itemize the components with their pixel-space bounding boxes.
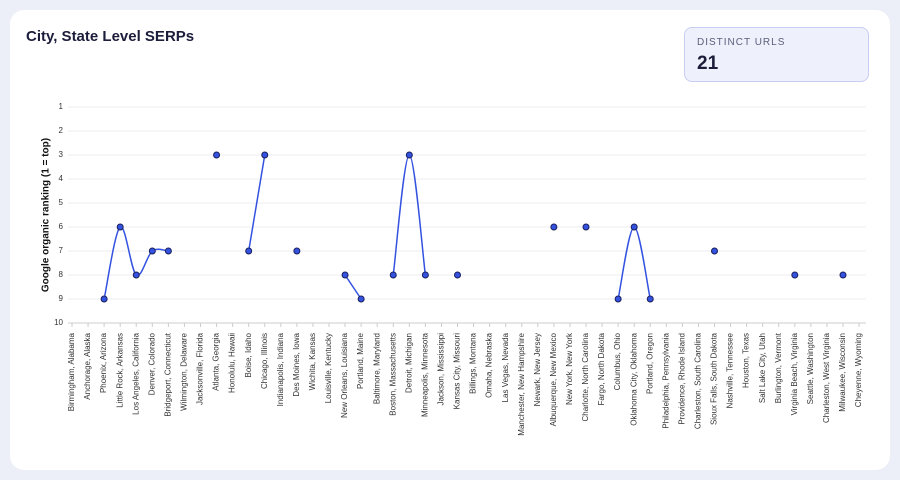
x-tick-label: Indianapolis, Indiana bbox=[276, 332, 285, 406]
x-tick-label: Los Angeles, California bbox=[131, 332, 140, 414]
data-point bbox=[454, 271, 461, 279]
x-tick-label: Chicago, Illinois bbox=[260, 333, 269, 389]
y-tick-label: 7 bbox=[59, 246, 64, 255]
x-tick-label: Charlotte, North Carolina bbox=[581, 332, 590, 421]
x-tick-label: Salt Lake City, Utah bbox=[758, 333, 767, 403]
x-tick-label: New York, New York bbox=[565, 332, 574, 405]
x-tick-label: Portland, Maine bbox=[356, 332, 365, 389]
data-point bbox=[630, 223, 638, 231]
data-point bbox=[791, 271, 799, 279]
x-tick-label: Charleston, South Carolina bbox=[694, 332, 703, 429]
y-tick-label: 9 bbox=[59, 294, 64, 303]
y-tick-label: 1 bbox=[59, 102, 64, 111]
y-axis-label: Google organic ranking (1 = top) bbox=[41, 138, 52, 292]
y-tick-label: 10 bbox=[54, 318, 63, 327]
x-tick-label: Jackson, Mississippi bbox=[437, 333, 446, 406]
y-tick-label: 2 bbox=[59, 126, 64, 135]
x-tick-label: Burlington, Vermont bbox=[774, 332, 783, 403]
x-tick-label: Virginia Beach, Virginia bbox=[790, 332, 799, 415]
x-tick-label: Philadelphia, Pennsylvania bbox=[661, 332, 670, 428]
data-point bbox=[116, 223, 124, 231]
x-tick-label: Fargo, North Dakota bbox=[597, 332, 606, 405]
chart-title: City, State Level SERPs bbox=[26, 28, 195, 45]
data-point bbox=[293, 247, 301, 255]
x-tick-label: Kansas City, Missouri bbox=[453, 333, 462, 410]
data-point bbox=[132, 271, 140, 279]
x-tick-label: Boston, Massachusetts bbox=[388, 333, 397, 416]
kpi-card: DISTINCT URLS 21 bbox=[684, 27, 869, 82]
x-tick-label: Houston, Texas bbox=[742, 333, 751, 388]
x-tick-label: Wichita, Kansas bbox=[308, 333, 317, 390]
data-point bbox=[582, 223, 590, 231]
x-tick-label: Seattle, Washington bbox=[806, 333, 815, 404]
x-tick-label: Bridgeport, Connecticut bbox=[163, 332, 172, 416]
x-tick-label: Jacksonville, Florida bbox=[196, 332, 205, 405]
data-point bbox=[421, 271, 429, 279]
x-tick-label: Phoenix, Arizona bbox=[99, 332, 108, 393]
data-point bbox=[839, 271, 847, 279]
y-tick-label: 5 bbox=[59, 198, 64, 207]
data-point bbox=[261, 151, 269, 159]
kpi-label: DISTINCT URLS bbox=[697, 37, 786, 48]
x-tick-label: Wilmington, Delaware bbox=[180, 332, 189, 410]
y-tick-label: 3 bbox=[59, 150, 64, 159]
data-point bbox=[245, 247, 253, 255]
x-tick-label: Oklahoma City, Oklahoma bbox=[629, 332, 638, 425]
x-tick-label: Billings, Montana bbox=[469, 332, 478, 393]
data-point bbox=[357, 295, 365, 303]
data-point bbox=[646, 295, 654, 303]
x-tick-label: Providence, Rhode Island bbox=[677, 333, 686, 425]
x-tick-label: Little Rock, Arkansas bbox=[115, 333, 124, 408]
x-tick-label: Portland, Oregon bbox=[645, 333, 654, 394]
x-tick-label: Minneapolis, Minnesota bbox=[420, 332, 429, 417]
x-tick-label: Atlanta, Georgia bbox=[212, 332, 221, 390]
x-tick-label: Cheyenne, Wyoming bbox=[854, 333, 863, 407]
x-tick-label: Sioux Falls, South Dakota bbox=[710, 332, 719, 425]
x-tick-label: Detroit, Michigan bbox=[404, 333, 413, 393]
x-tick-label: Birmingham, Alabama bbox=[67, 332, 76, 411]
x-tick-label: Charleston, West Virginia bbox=[822, 332, 831, 423]
y-tick-label: 8 bbox=[59, 270, 64, 279]
x-tick-label: Manchester, New Hampshire bbox=[517, 332, 526, 435]
x-tick-label: Las Vegas, Nevada bbox=[501, 332, 510, 402]
kpi-value: 21 bbox=[697, 53, 719, 74]
data-point bbox=[341, 271, 349, 279]
data-point bbox=[213, 151, 221, 159]
x-tick-label: Anchorage, Alaska bbox=[83, 332, 92, 399]
x-tick-label: Des Moines, Iowa bbox=[292, 332, 301, 396]
x-tick-label: Baltimore, Maryland bbox=[372, 333, 381, 404]
data-point bbox=[148, 247, 156, 255]
x-tick-label: Milwaukee, Wisconsin bbox=[838, 333, 847, 412]
x-tick-label: Albuquerque, New Mexico bbox=[549, 332, 558, 426]
x-tick-label: Denver, Colorado bbox=[147, 332, 156, 395]
card: City, State Level SERPs DISTINCT URLS 21 bbox=[10, 10, 890, 470]
x-tick-label: Louisville, Kentucky bbox=[324, 333, 333, 403]
y-tick-label: 4 bbox=[59, 174, 64, 183]
data-point bbox=[614, 295, 622, 303]
x-tick-label: Newark, New Jersey bbox=[533, 333, 542, 406]
x-tick-label: Nashville, Tennessee bbox=[726, 332, 735, 408]
y-tick-label: 6 bbox=[59, 222, 64, 231]
x-tick-label: New Orleans, Louisiana bbox=[340, 332, 349, 417]
data-point bbox=[550, 223, 558, 231]
data-point bbox=[389, 271, 397, 279]
x-tick-label: Omaha, Nebraska bbox=[485, 332, 494, 397]
x-tick-label: Boise, Idaho bbox=[244, 332, 253, 377]
data-point bbox=[711, 247, 718, 255]
data-point bbox=[100, 295, 108, 303]
data-point bbox=[164, 247, 172, 255]
x-tick-label: Columbus, Ohio bbox=[613, 332, 622, 390]
data-point bbox=[405, 151, 413, 159]
x-tick-label: Honolulu, Hawaii bbox=[228, 333, 237, 393]
